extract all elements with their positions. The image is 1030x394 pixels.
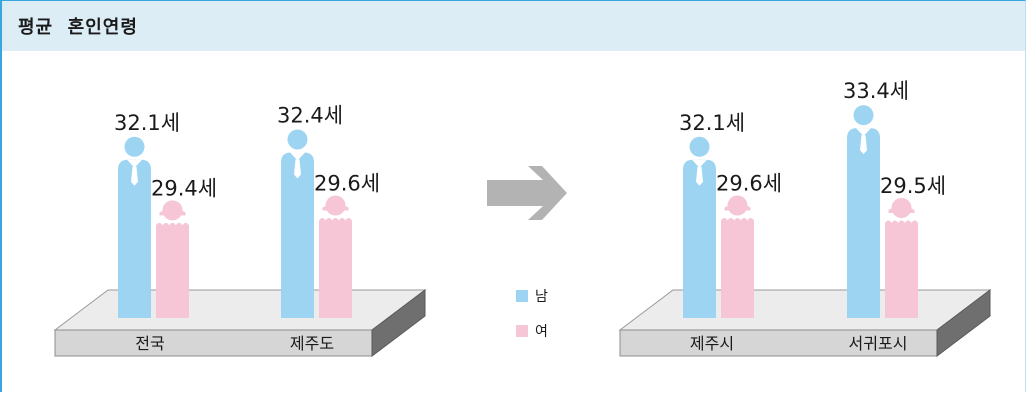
right-arrow-icon — [487, 166, 567, 220]
bar-female-1-1-hat — [888, 206, 915, 213]
legend: 남여 — [516, 289, 548, 340]
value-label-female-0-1: 29.6세 — [314, 172, 380, 196]
value-label-female-1-1: 29.5세 — [880, 174, 946, 198]
platform-side-1 — [936, 288, 991, 358]
bar-male-1-1-head — [853, 105, 874, 126]
value-label-male-0-0: 32.1세 — [114, 111, 180, 135]
value-label-male-1-0: 32.1세 — [679, 111, 745, 135]
value-label-male-1-1: 33.4세 — [843, 79, 909, 103]
bar-female-1-0-body — [721, 218, 754, 318]
arrow-group — [487, 166, 567, 220]
legend-label-1: 여 — [535, 324, 548, 340]
platform-top-1 — [618, 289, 992, 331]
bar-male-0-1 — [281, 129, 314, 318]
bar-male-0-0-collar — [127, 159, 142, 168]
category-label-1-1: 서귀포시 — [849, 334, 908, 353]
bar-female-0-0-hat — [159, 208, 186, 216]
tie-icon — [860, 135, 867, 155]
bar-male-0-0-body — [118, 159, 151, 318]
bar-male-1-1 — [847, 105, 880, 318]
tie-icon — [294, 159, 301, 179]
category-label-0-0: 전국 — [135, 334, 164, 353]
bar-male-0-1-body — [281, 152, 314, 318]
bar-female-1-1 — [885, 197, 918, 318]
bar-female-1-0 — [721, 195, 754, 318]
category-label-1-0: 제주시 — [690, 334, 734, 353]
bar-male-1-1-collar — [856, 128, 871, 137]
platform-side-0 — [371, 288, 426, 358]
bar-male-0-1-collar — [290, 152, 305, 161]
page-title: 평균 혼인연령 — [18, 17, 138, 38]
legend-label-0: 남 — [535, 289, 548, 305]
value-label-male-0-1: 32.4세 — [277, 103, 343, 127]
bar-male-1-0-body — [683, 159, 716, 318]
bar-male-0-0-head — [124, 136, 145, 157]
legend-swatch-1 — [516, 325, 528, 337]
tie-icon — [696, 166, 703, 186]
bar-female-0-0 — [156, 200, 189, 318]
bar-male-0-0 — [118, 136, 151, 318]
tie-icon — [131, 166, 138, 186]
bar-female-0-0-body — [156, 222, 189, 318]
bar-male-0-1-head — [287, 129, 308, 150]
bar-female-0-1 — [319, 195, 352, 318]
bar-female-1-1-body — [885, 220, 918, 318]
header-bar: 평균 혼인연령 — [2, 1, 1025, 51]
value-label-female-0-0: 29.4세 — [151, 176, 217, 200]
figures: 32.1세 29.4세 32.4세 29.6세 32.1세 29.6세 33.4세 29.5세 — [114, 79, 946, 318]
bar-male-1-0-head — [689, 136, 710, 157]
bar-female-0-1-hat — [322, 204, 349, 211]
legend-swatch-0 — [516, 290, 528, 302]
value-label-female-1-0: 29.6세 — [716, 172, 782, 196]
bar-female-1-0-hat — [724, 204, 751, 211]
bar-male-1-0-collar — [692, 159, 707, 168]
bar-male-1-1-body — [847, 128, 880, 318]
bar-male-1-0 — [683, 136, 716, 318]
platform-top-0 — [53, 289, 427, 331]
bar-female-0-1-body — [319, 218, 352, 318]
category-label-0-1: 제주도 — [290, 334, 334, 353]
